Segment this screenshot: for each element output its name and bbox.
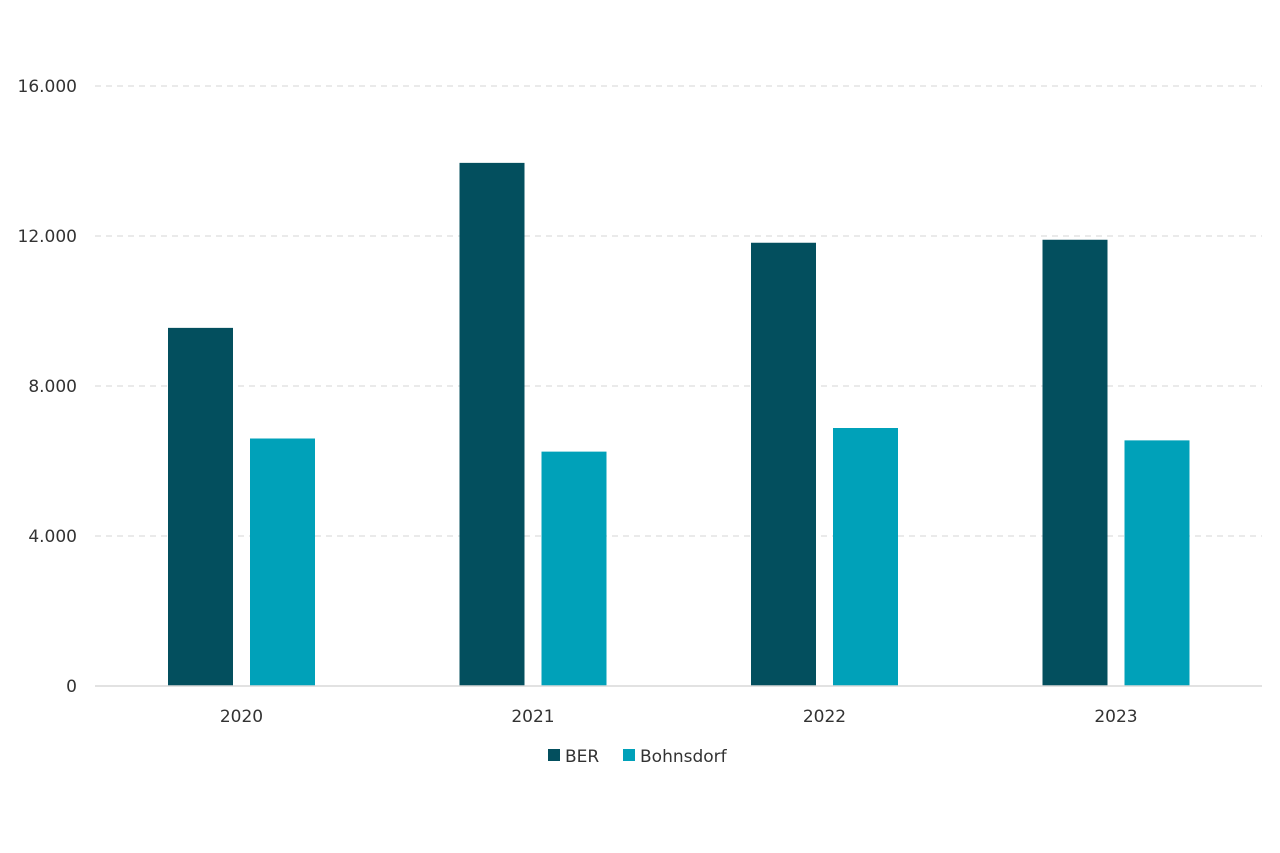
bar-ber-2020 [168,327,233,686]
x-axis-ticks: 2020 2021 2022 2023 [220,707,1138,727]
y-axis-ticks: 0 4.000 8.000 12.000 16.000 [18,77,77,697]
y-tick-label: 4.000 [28,527,77,547]
legend-label-ber: BER [565,747,599,767]
x-tick-label: 2022 [803,707,846,727]
bars [168,162,1190,686]
bar-bohnsdorf-2022 [833,428,898,686]
x-tick-label: 2023 [1094,707,1137,727]
legend-swatch-ber [548,749,560,761]
bar-bohnsdorf-2021 [541,451,607,686]
y-tick-label: 8.000 [28,377,77,397]
legend: BER Bohnsdorf [548,747,728,767]
y-tick-label: 16.000 [18,77,77,97]
bar-bohnsdorf-2020 [250,438,315,686]
legend-label-bohnsdorf: Bohnsdorf [640,747,728,767]
bar-ber-2023 [1042,239,1108,686]
y-tick-label: 12.000 [18,227,77,247]
x-tick-label: 2021 [511,707,554,727]
bar-ber-2021 [459,162,525,686]
legend-swatch-bohnsdorf [623,749,635,761]
y-tick-label: 0 [66,677,77,697]
bar-ber-2022 [751,242,816,686]
x-tick-label: 2020 [220,707,263,727]
bar-bohnsdorf-2023 [1124,440,1190,686]
